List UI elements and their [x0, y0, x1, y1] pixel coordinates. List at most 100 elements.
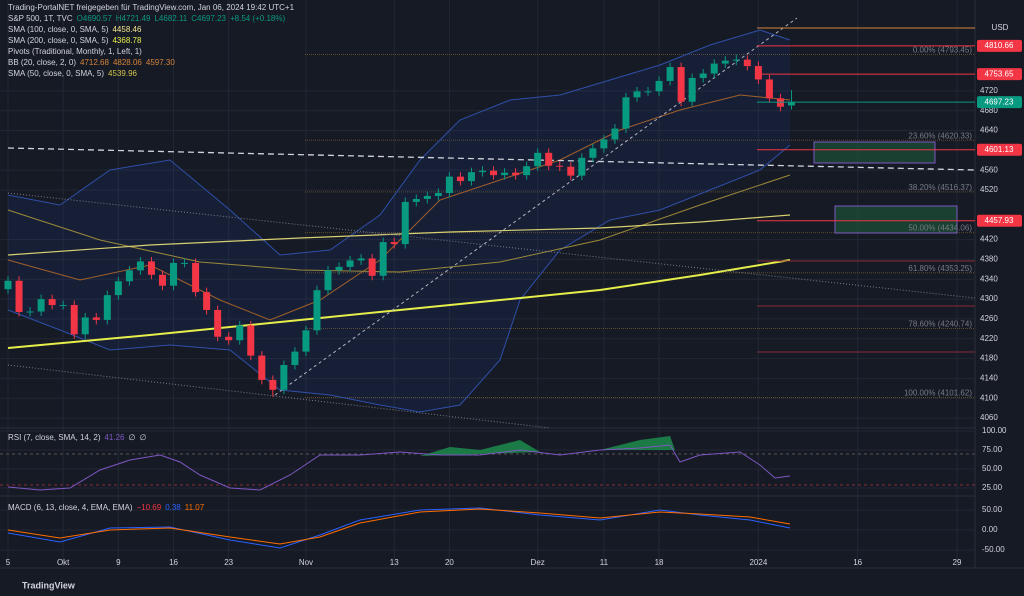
x-tick-label: 16 [853, 558, 862, 567]
y-tick-label: 50.00 [982, 505, 1003, 514]
y-tick-label: 4380 [980, 255, 998, 264]
y-tick-label: 4340 [980, 274, 998, 283]
candle-body [479, 170, 486, 173]
candle-body [4, 280, 12, 290]
y-tick-label: 4220 [980, 334, 998, 343]
legend-value: O4690.57 [77, 14, 113, 23]
candle-body [787, 102, 795, 106]
indicator-value: −10.69 [136, 503, 161, 512]
indicator-value: 11.07 [185, 503, 205, 512]
candle-body [501, 172, 509, 176]
legend-entry: SMA (50, close, 0, SMA, 5) 4539.96 [8, 69, 138, 78]
legend-text: SMA (200, close, 0, SMA, 5) [8, 36, 109, 45]
candle-body [545, 152, 553, 166]
share-text: Trading-PortalNET freigegeben für Tradin… [8, 3, 295, 12]
candle-body [48, 299, 56, 306]
x-tick-label: Nov [299, 558, 313, 567]
bb-upper [7, 29, 791, 256]
candle-body [434, 192, 442, 196]
legend-value: 4539.96 [108, 69, 137, 78]
y-tick-label: 4300 [980, 294, 998, 303]
trendline [7, 192, 976, 299]
fib-label: 61.80% (4353.25) [908, 264, 972, 273]
bb-basis [7, 94, 791, 321]
legend-text: SMA (50, close, 0, SMA, 5) [8, 69, 104, 78]
candle-body [170, 262, 178, 286]
rsi-title: RSI (7, close, SMA, 14, 2) 41.26 ∅ ∅ [8, 433, 146, 442]
legend-entry: S&P 500, 1T, TVC O4690.57 H4721.49 L4682.11… [8, 14, 285, 23]
x-tick-label: 20 [445, 558, 454, 567]
y-tick-label: 4260 [980, 314, 998, 323]
candle-body [390, 242, 398, 245]
candle-body [578, 157, 586, 176]
sma-200 [7, 259, 791, 349]
candle-body [313, 290, 321, 331]
candle-body [324, 270, 332, 291]
candle-body [688, 77, 696, 102]
currency: USD [992, 23, 1009, 32]
fib-label: 38.20% (4516.37) [908, 183, 972, 192]
x-tick-label: 18 [655, 558, 664, 567]
candle-body [92, 317, 100, 320]
price-label-bg [977, 39, 1022, 52]
fib-label: 23.60% (4620.33) [908, 131, 972, 140]
rsi-line [7, 444, 791, 491]
candle-body [721, 60, 729, 64]
price-label-bg [977, 143, 1022, 156]
trendline [7, 147, 976, 171]
y-tick-label: 4100 [980, 393, 998, 402]
candle-body [258, 355, 266, 380]
candle-body [302, 330, 310, 352]
legend-entry: SMA (200, close, 0, SMA, 5) 4368.78 [8, 36, 142, 45]
fib-label: 0.00% (4793.45) [913, 46, 972, 55]
legend-text: Pivots (Traditional, Monthly, 1, Left, 1… [8, 47, 142, 56]
candle-body [59, 305, 67, 307]
sma-100 [7, 214, 791, 256]
legend-value: L4682.11 [154, 14, 187, 23]
legend-value: 4368.78 [112, 36, 141, 45]
price-label-bg [977, 68, 1022, 81]
indicator-value: 0.38 [165, 503, 181, 512]
macd-line [7, 507, 791, 549]
price-label: 4810.66 [985, 41, 1014, 50]
indicator-value: ∅ [129, 433, 136, 442]
candle-body [754, 66, 762, 80]
candle-body [445, 176, 453, 193]
x-tick-label: 13 [390, 558, 399, 567]
price-label: 4457.93 [985, 216, 1014, 225]
price-label: 4601.13 [985, 145, 1014, 154]
y-tick-label: 4640 [980, 126, 998, 135]
indicator-value: ∅ [139, 433, 146, 442]
macd-title-text: MACD (6, 13, close, 4, EMA, EMA) [8, 503, 133, 512]
legend-value: 4712.68 [80, 58, 109, 67]
legend-text: BB (20, close, 2, 0) [8, 58, 76, 67]
candle-body [103, 295, 111, 320]
price-label: 4697.23 [985, 97, 1014, 106]
bb-lower [7, 144, 791, 413]
candle-body [765, 79, 773, 99]
candle-body [633, 91, 641, 98]
candle-body [70, 305, 78, 335]
y-tick-label: 4560 [980, 165, 998, 174]
price-label: 4753.65 [985, 69, 1014, 78]
y-tick-label: 75.00 [982, 445, 1003, 454]
legend-value: 4828.06 [113, 58, 142, 67]
fib-label: 78.60% (4240.74) [908, 320, 972, 329]
candle-body [512, 172, 520, 176]
candle-body [490, 170, 498, 176]
legend-value: 4597.30 [146, 58, 175, 67]
candle-body [622, 97, 630, 129]
legend-text: SMA (100, close, 0, SMA, 5) [8, 25, 109, 34]
candle-body [335, 266, 343, 271]
candle-body [147, 261, 155, 275]
y-tick-label: 4420 [980, 235, 998, 244]
candle-body [589, 148, 597, 158]
candle-body [699, 73, 707, 78]
y-tick-label: 50.00 [982, 464, 1003, 473]
y-tick-label: 4140 [980, 374, 998, 383]
legend-entry: BB (20, close, 2, 0) 4712.68 4828.06 4597.3… [8, 58, 175, 67]
indicator-value: 41.26 [104, 433, 125, 442]
candle-body [611, 128, 619, 140]
x-tick-label: 23 [224, 558, 233, 567]
